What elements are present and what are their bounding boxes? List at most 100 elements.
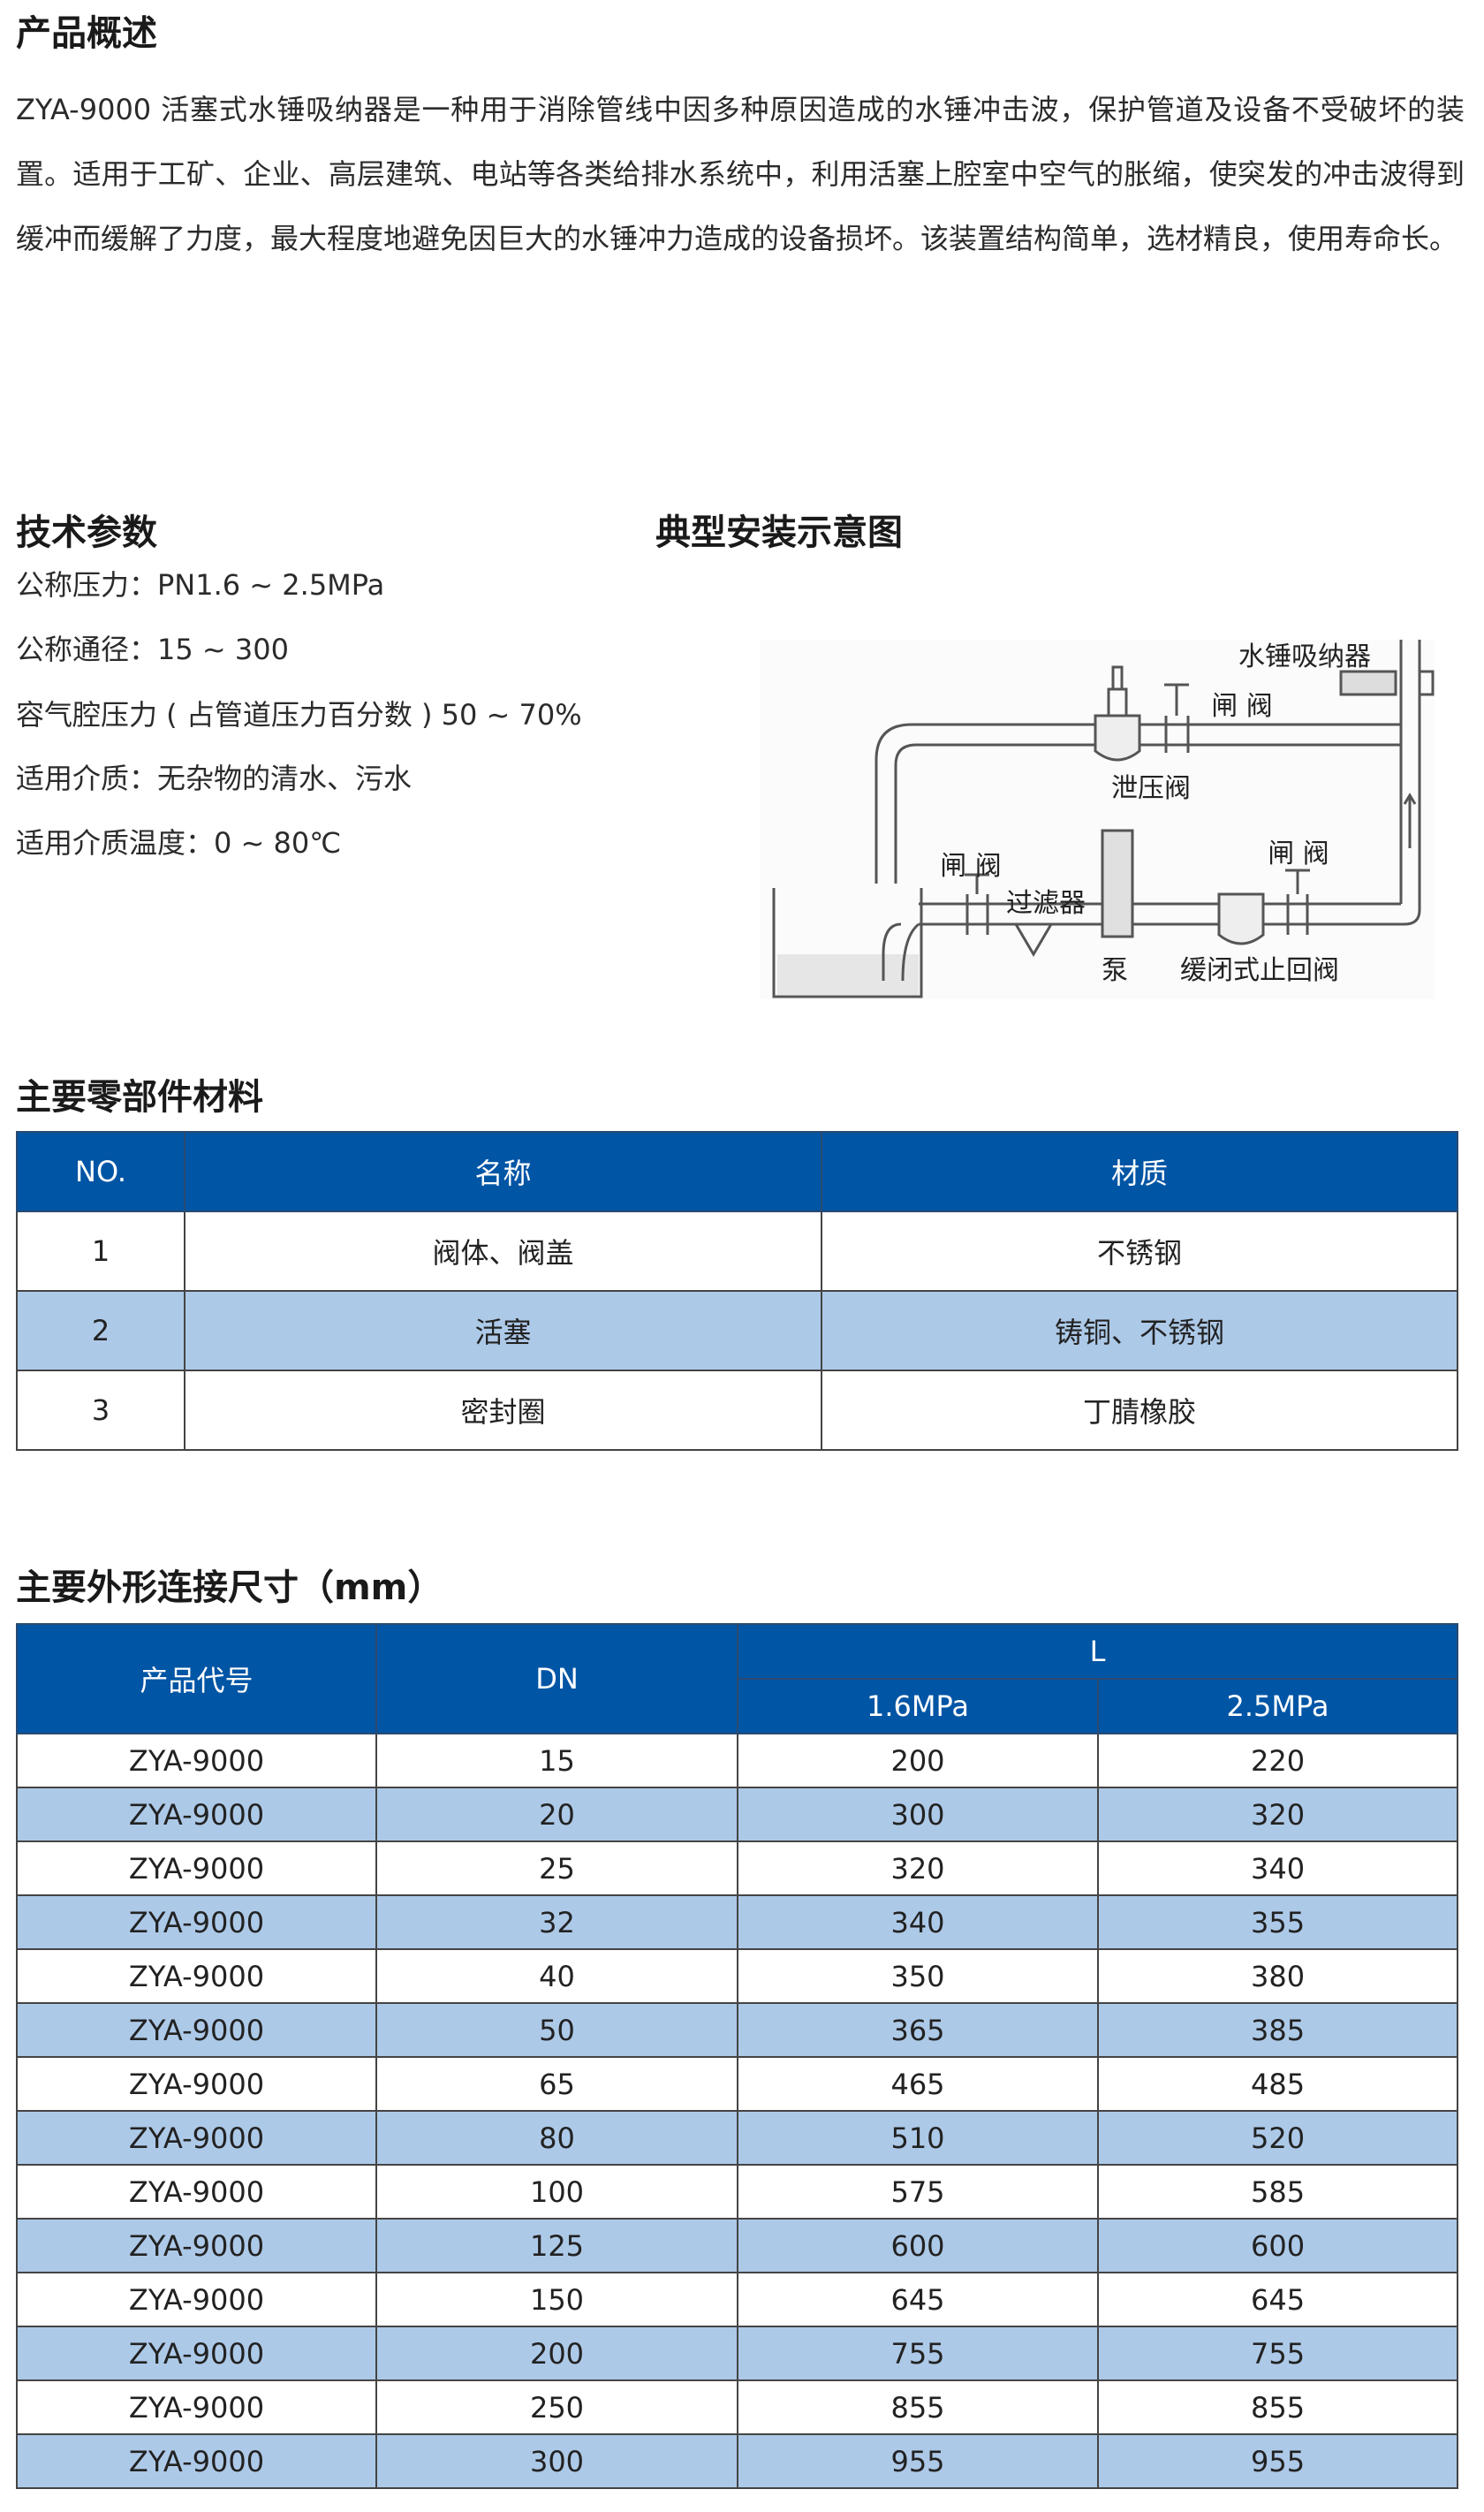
table-cell: 220 [1096, 1733, 1459, 1788]
table-cell: 340 [1096, 1840, 1459, 1896]
pump [1101, 829, 1134, 938]
table-cell: 40 [375, 1948, 738, 2004]
relief-valve [1094, 714, 1141, 762]
dims-title: 主要外形连接尺寸（mm） [16, 1567, 443, 1608]
table-cell: 25 [375, 1840, 738, 1896]
table-row: 1 阀体、阀盖 不锈钢 [16, 1210, 1458, 1292]
table-cell: 380 [1096, 1948, 1459, 2004]
parts-title: 主要零部件材料 [16, 1077, 263, 1118]
table-row: ZYA-9000 150 645 645 [16, 2272, 1459, 2327]
table-cell: 活塞 [184, 1290, 822, 1371]
table-cell: ZYA-9000 [16, 1787, 377, 1842]
table-row: ZYA-9000 20 300 320 [16, 1787, 1459, 1842]
flow-arrow [1403, 793, 1417, 848]
spec-item: 适用介质温度：0 ~ 80℃ [16, 826, 342, 860]
overview-text: ZYA-9000 活塞式水锤吸纳器是一种用于消除管线中因多种原因造成的水锤冲击波… [16, 93, 1465, 255]
table-cell: 阀体、阀盖 [184, 1210, 822, 1292]
label-gate-right: 闸 阀 [1268, 839, 1329, 869]
col-header-25mpa: 2.5MPa [1096, 1678, 1459, 1734]
table-cell: 65 [375, 2056, 738, 2112]
table-cell: 955 [737, 2433, 1099, 2489]
table-row: ZYA-9000 200 755 755 [16, 2326, 1459, 2381]
table-cell: ZYA-9000 [16, 2433, 377, 2489]
col-header-code: 产品代号 [16, 1623, 377, 1734]
table-cell: 645 [1096, 2272, 1459, 2327]
table-row: ZYA-9000 65 465 485 [16, 2056, 1459, 2112]
table-row: ZYA-9000 32 340 355 [16, 1894, 1459, 1950]
table-cell: 575 [737, 2164, 1099, 2220]
table-cell: 955 [1096, 2433, 1459, 2489]
table-cell: ZYA-9000 [16, 2002, 377, 2058]
table-cell: 855 [1096, 2379, 1459, 2435]
table-row: ZYA-9000 40 350 380 [16, 1948, 1459, 2004]
table-cell: 320 [737, 1840, 1099, 1896]
spec-item: 容气腔压力 ( 占管道压力百分数 ) 50 ~ 70% [16, 698, 582, 732]
table-cell: 150 [375, 2272, 738, 2327]
table-cell: 1 [16, 1210, 186, 1292]
table-cell: 465 [737, 2056, 1099, 2112]
gate-valve-left [965, 873, 989, 935]
table-cell: 32 [375, 1894, 738, 1950]
gate-valve-top [1164, 683, 1190, 753]
table-cell: 密封圈 [184, 1370, 822, 1451]
table-cell: 丁腈橡胶 [821, 1370, 1458, 1451]
table-cell: 350 [737, 1948, 1099, 2004]
table-cell: 100 [375, 2164, 738, 2220]
table-cell: 355 [1096, 1894, 1459, 1950]
install-title: 典型安装示意图 [655, 512, 903, 553]
table-cell: 250 [375, 2379, 738, 2435]
spec-item: 适用介质：无杂物的清水、污水 [16, 762, 413, 795]
table-cell: 340 [737, 1894, 1099, 1950]
table-cell: ZYA-9000 [16, 1948, 377, 2004]
dimensions-table: 产品代号 DN L 1.6MPa 2.5MPa ZYA-9000 15 200 220… [16, 1623, 1459, 2489]
table-cell: 510 [737, 2110, 1099, 2166]
table-row: ZYA-9000 300 955 955 [16, 2433, 1459, 2489]
table-cell: ZYA-9000 [16, 2379, 377, 2435]
table-cell: 600 [1096, 2218, 1459, 2273]
table-cell: 320 [1096, 1787, 1459, 1842]
table-row: 3 密封圈 丁腈橡胶 [16, 1370, 1458, 1451]
col-header-no: NO. [16, 1131, 186, 1212]
table-cell: 15 [375, 1733, 738, 1788]
table-cell: 645 [737, 2272, 1099, 2327]
label-relief: 泄压阀 [1111, 773, 1191, 804]
table-cell: 385 [1096, 2002, 1459, 2058]
table-cell: 600 [737, 2218, 1099, 2273]
label-absorber: 水锤吸纳器 [1238, 641, 1371, 672]
filter [1014, 923, 1053, 957]
tank [772, 888, 923, 998]
table-cell: 200 [375, 2326, 738, 2381]
table-row: ZYA-9000 80 510 520 [16, 2110, 1459, 2166]
table-cell: 300 [737, 1787, 1099, 1842]
table-cell: ZYA-9000 [16, 2056, 377, 2112]
table-cell: 2 [16, 1290, 186, 1371]
table-cell: 3 [16, 1370, 186, 1451]
table-cell: 125 [375, 2218, 738, 2273]
parts-table: NO. 名称 材质 1 阀体、阀盖 不锈钢 2 活塞 铸铜、不锈钢 3 密封圈 丁腈橡胶 [16, 1131, 1458, 1451]
top-pipe [874, 723, 1401, 884]
table-cell: ZYA-9000 [16, 2164, 377, 2220]
spec-item: 公称压力：PN1.6 ~ 2.5MPa [16, 568, 385, 602]
hammer-absorber [1339, 670, 1397, 696]
specs-title: 技术参数 [16, 512, 157, 553]
table-cell: ZYA-9000 [16, 2110, 377, 2166]
label-pump: 泵 [1102, 955, 1128, 986]
check-valve [1217, 892, 1265, 945]
label-gate-top: 闸 阀 [1211, 691, 1273, 722]
table-cell: 50 [375, 2002, 738, 2058]
installation-diagram: 水锤吸纳器 闸 阀 泄压阀 闸 阀 过滤器 泵 缓闭式止回阀 闸 阀 [760, 640, 1435, 999]
table-cell: 200 [737, 1733, 1099, 1788]
table-cell: 855 [737, 2379, 1099, 2435]
table-cell: 520 [1096, 2110, 1459, 2166]
table-cell: ZYA-9000 [16, 2272, 377, 2327]
spec-item: 公称通径：15 ~ 300 [16, 633, 289, 666]
col-header-l: L [736, 1623, 1459, 1680]
riser-pipe [919, 654, 1421, 926]
table-cell: 20 [375, 1787, 738, 1842]
col-header-material: 材质 [821, 1131, 1458, 1212]
table-cell: ZYA-9000 [16, 1733, 377, 1788]
table-row: ZYA-9000 25 320 340 [16, 1840, 1459, 1896]
table-cell: 485 [1096, 2056, 1459, 2112]
col-header-name: 名称 [184, 1131, 822, 1212]
table-row: ZYA-9000 50 365 385 [16, 2002, 1459, 2058]
